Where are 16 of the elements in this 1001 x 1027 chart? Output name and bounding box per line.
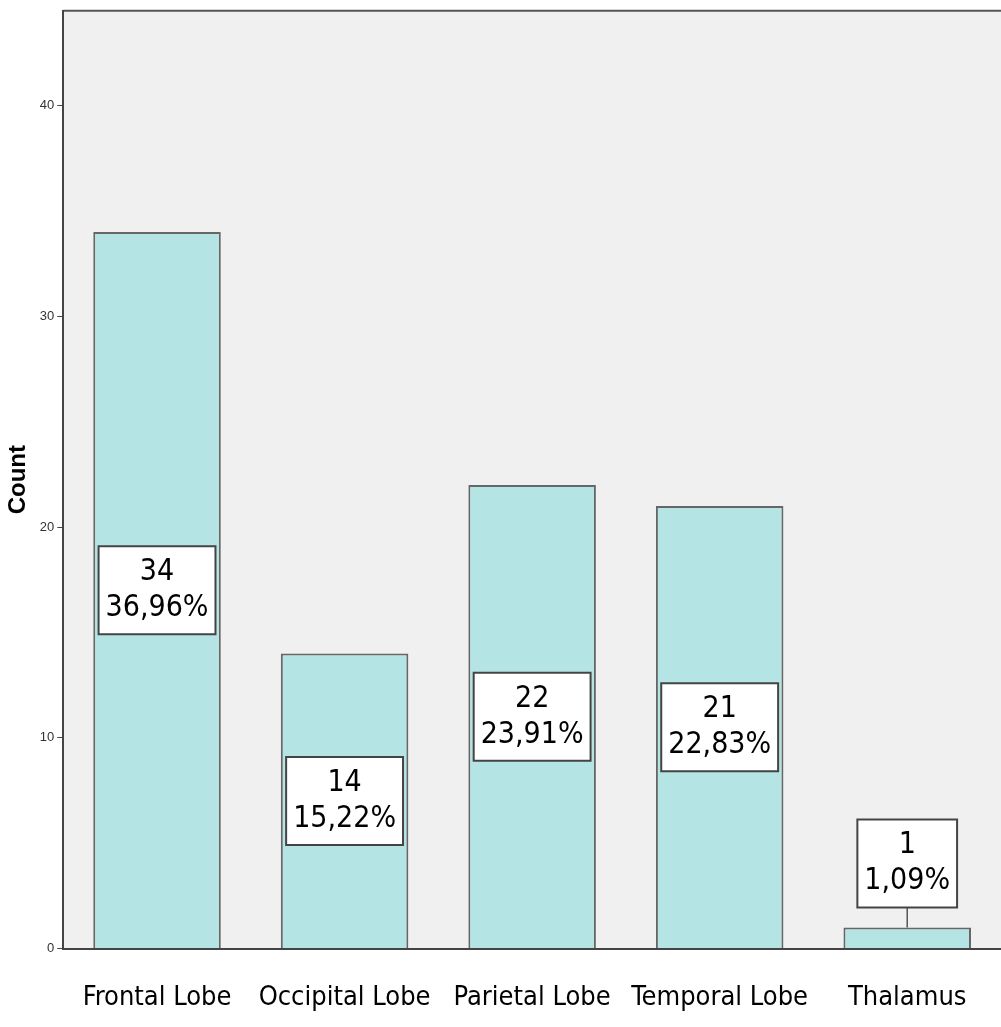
data-label: 34 36,96%: [105, 552, 209, 624]
y-tick-label: 40: [39, 97, 55, 113]
x-tick-label: Occipital Lobe: [258, 979, 431, 1011]
x-tick-label: Frontal Lobe: [82, 979, 232, 1011]
x-tick-label: Thalamus: [846, 979, 967, 1011]
data-label: 14 15,22%: [293, 762, 397, 834]
data-label: 22 23,91%: [480, 678, 584, 750]
y-tick-label: 0: [47, 940, 55, 956]
y-tick-label: 20: [39, 518, 55, 534]
y-axis-title: Count: [3, 445, 31, 515]
y-tick-label: 30: [39, 307, 55, 323]
data-label: 21 22,83%: [668, 689, 772, 761]
x-tick-label: Parietal Lobe: [453, 979, 611, 1011]
data-label: 1 1,09%: [864, 825, 951, 897]
x-tick-label: Temporal Lobe: [630, 979, 809, 1011]
y-tick-label: 10: [39, 729, 55, 745]
